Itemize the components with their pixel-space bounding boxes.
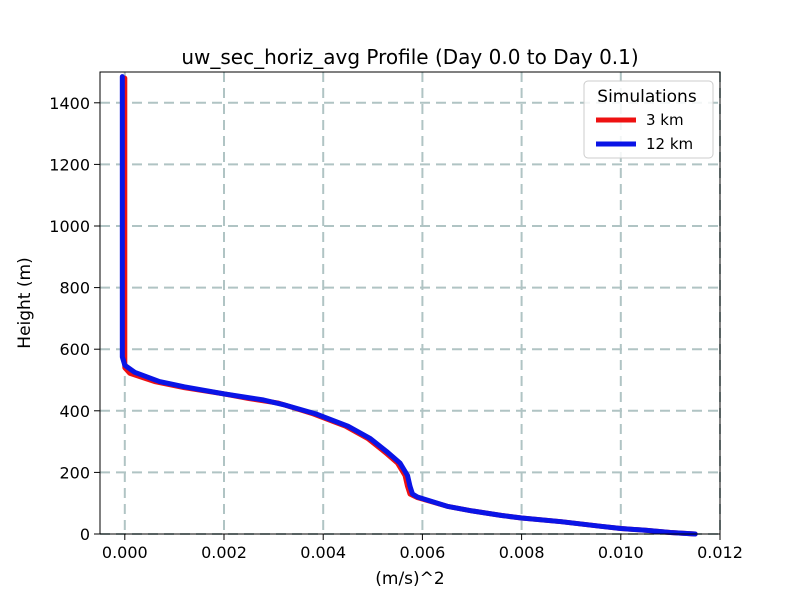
y-tick-label: 1200 [49, 155, 90, 174]
chart-title: uw_sec_horiz_avg Profile (Day 0.0 to Day… [181, 45, 638, 69]
x-tick-label: 0.002 [201, 543, 247, 562]
y-tick-label: 1000 [49, 217, 90, 236]
x-axis-label: (m/s)^2 [375, 569, 444, 589]
x-tick-label: 0.012 [697, 543, 743, 562]
series-lines [119, 74, 698, 537]
legend-label-3km: 3 km [646, 111, 684, 129]
y-tick-label: 1400 [49, 94, 90, 113]
y-tick-label: 400 [59, 402, 90, 421]
legend: Simulations 3 km 12 km [583, 80, 714, 159]
x-tick-label: 0.006 [399, 543, 445, 562]
plot-area-frame [99, 71, 721, 535]
y-tick-label: 0 [80, 525, 90, 544]
x-tick-label: 0.008 [499, 543, 545, 562]
y-tick-label: 800 [59, 279, 90, 298]
x-tick-label: 0.000 [102, 543, 148, 562]
series-line-12km [119, 74, 698, 537]
y-axis-ticks: 0 200 400 600 800 1000 1200 1400 [49, 94, 100, 544]
grid-lines [100, 72, 721, 535]
legend-title: Simulations [597, 87, 697, 107]
x-tick-label: 0.004 [300, 543, 346, 562]
legend-box [583, 80, 714, 159]
y-axis-label: Height (m) [15, 257, 35, 348]
legend-label-12km: 12 km [646, 135, 693, 153]
y-tick-label: 200 [59, 463, 90, 482]
y-tick-label: 600 [59, 340, 90, 359]
x-tick-label: 0.010 [598, 543, 644, 562]
x-axis-ticks: 0.000 0.002 0.004 0.006 0.008 0.010 0.012 [102, 534, 743, 562]
